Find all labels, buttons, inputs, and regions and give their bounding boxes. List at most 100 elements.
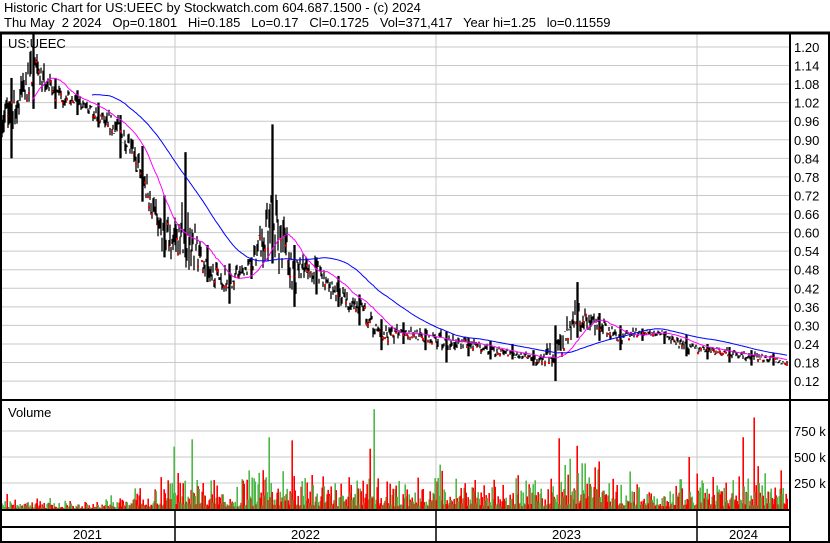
down-close-marker xyxy=(168,244,170,247)
down-close-marker xyxy=(717,351,719,354)
volume-bar xyxy=(398,480,400,509)
volume-bar xyxy=(501,501,503,509)
volume-bar xyxy=(255,504,257,509)
down-close-marker xyxy=(501,348,503,351)
volume-bar xyxy=(495,505,497,509)
volume-bar xyxy=(261,505,263,509)
volume-bar xyxy=(38,505,40,509)
volume-bar xyxy=(434,478,436,509)
volume-bar xyxy=(682,505,684,509)
volume-bar xyxy=(584,463,586,509)
volume-bar xyxy=(203,495,205,509)
volume-bar xyxy=(412,501,414,509)
volume-bar xyxy=(271,491,273,509)
down-close-marker xyxy=(642,331,644,334)
down-close-marker xyxy=(527,355,529,358)
volume-bar xyxy=(493,479,495,509)
volume-bar xyxy=(496,503,498,509)
down-close-marker xyxy=(287,260,289,263)
volume-bar xyxy=(221,494,223,509)
volume-bar xyxy=(240,502,242,509)
volume-bar xyxy=(205,505,207,509)
volume-bar xyxy=(36,498,38,509)
volume-bar xyxy=(382,504,384,509)
volume-bar xyxy=(623,505,625,509)
volume-bar xyxy=(658,505,660,509)
volume-bar xyxy=(259,497,261,509)
volume-bar xyxy=(497,496,499,509)
volume-bar xyxy=(120,506,122,509)
volume-bar xyxy=(392,488,394,509)
volume-bar xyxy=(427,505,429,509)
volume-bar xyxy=(683,504,685,509)
down-close-marker xyxy=(140,172,142,175)
volume-bar xyxy=(323,486,325,509)
volume-bar xyxy=(277,488,279,509)
volume-bar xyxy=(358,504,360,509)
volume-bar xyxy=(459,495,461,509)
volume-bar xyxy=(676,495,678,509)
volume-bar xyxy=(26,502,28,509)
volume-bar xyxy=(669,491,671,509)
volume-bar xyxy=(135,500,137,509)
volume-bar xyxy=(143,505,145,509)
volume-bar xyxy=(663,496,665,509)
volume-bar xyxy=(600,502,602,509)
volume-bar xyxy=(417,477,419,509)
price-tick-label: 1.02 xyxy=(794,96,819,111)
down-close-marker xyxy=(774,357,776,360)
down-close-marker xyxy=(7,115,9,118)
volume-bar xyxy=(433,494,435,509)
volume-bar xyxy=(597,469,599,509)
down-close-marker xyxy=(579,322,581,325)
volume-bar xyxy=(161,505,163,509)
volume-bar xyxy=(68,506,70,509)
volume-bar xyxy=(610,505,612,509)
volume-bar xyxy=(422,489,424,509)
volume-bar xyxy=(90,508,92,509)
down-close-marker xyxy=(259,237,261,240)
volume-bar xyxy=(525,480,527,509)
volume-bar xyxy=(304,478,306,509)
volume-bar xyxy=(480,492,482,509)
down-close-marker xyxy=(216,267,218,270)
volume-bar xyxy=(70,503,72,509)
volume-bar xyxy=(680,479,682,509)
volume-bar xyxy=(65,503,67,509)
volume-bar xyxy=(599,497,601,509)
volume-bar xyxy=(455,478,457,509)
volume-bar xyxy=(243,483,245,509)
volume-bar xyxy=(73,508,75,509)
volume-bar xyxy=(445,503,447,509)
down-close-marker xyxy=(585,314,587,317)
volume-bar xyxy=(278,505,280,509)
down-close-marker xyxy=(387,340,389,343)
volume-bar xyxy=(76,507,78,509)
down-close-marker xyxy=(355,309,357,312)
price-tick-label: 0.60 xyxy=(794,226,819,241)
volume-bar xyxy=(24,503,26,509)
down-close-marker xyxy=(583,321,585,324)
volume-bar xyxy=(260,492,262,509)
volume-bar xyxy=(108,507,110,509)
volume-bar xyxy=(532,484,534,509)
volume-bar xyxy=(114,507,116,509)
volume-bar xyxy=(660,506,662,509)
volume-bar xyxy=(547,489,549,509)
volume-bar xyxy=(548,504,550,509)
volume-bar xyxy=(430,501,432,509)
volume-bar xyxy=(747,478,749,509)
down-close-marker xyxy=(120,130,122,133)
volume-bar xyxy=(110,495,112,509)
down-close-marker xyxy=(72,100,74,103)
volume-bar xyxy=(647,503,649,509)
volume-bar xyxy=(540,488,542,509)
volume-bar xyxy=(704,492,706,509)
year-label: 2023 xyxy=(552,527,581,542)
volume-bar xyxy=(169,483,171,509)
volume-bar xyxy=(324,502,326,509)
volume-axis: 750 k 500 k 250 k xyxy=(794,424,826,491)
volume-bar xyxy=(568,503,570,509)
volume-bar xyxy=(481,497,483,509)
volume-bar xyxy=(43,502,45,509)
